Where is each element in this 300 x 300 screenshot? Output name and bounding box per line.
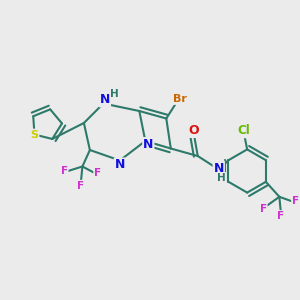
- Text: O: O: [188, 124, 199, 137]
- Text: F: F: [260, 204, 267, 214]
- Text: S: S: [31, 130, 38, 140]
- Text: H: H: [217, 173, 226, 183]
- Text: Br: Br: [173, 94, 187, 104]
- Text: F: F: [77, 181, 85, 191]
- Text: F: F: [292, 196, 299, 206]
- Text: Cl: Cl: [238, 124, 250, 137]
- Text: F: F: [277, 211, 284, 221]
- Text: F: F: [94, 167, 101, 178]
- Text: N: N: [214, 161, 224, 175]
- Text: N: N: [115, 158, 125, 172]
- Text: N: N: [100, 93, 110, 106]
- Text: N: N: [143, 138, 154, 151]
- Text: F: F: [61, 166, 68, 176]
- Text: H: H: [110, 89, 119, 99]
